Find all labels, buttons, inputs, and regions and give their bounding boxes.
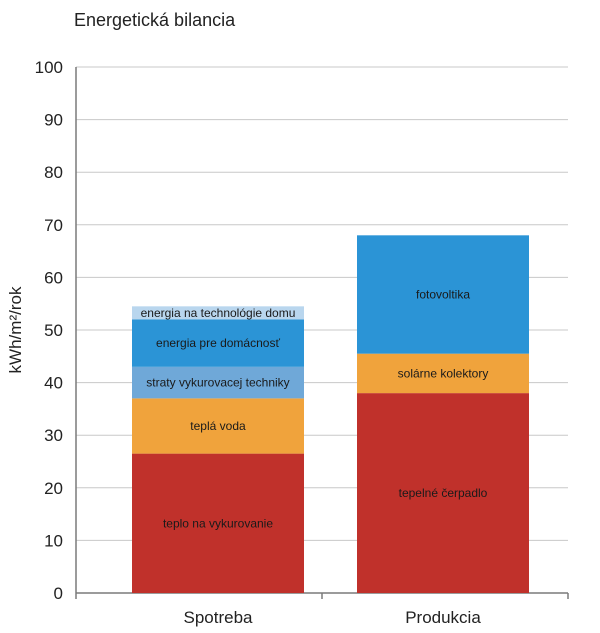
bar-segment-label: teplo na vykurovanie <box>163 516 273 530</box>
x-category-label: Spotreba <box>184 608 254 627</box>
y-tick-label: 70 <box>44 216 63 235</box>
bar-segment <box>132 319 304 367</box>
y-tick-label: 90 <box>44 111 63 130</box>
bar-segment <box>357 393 529 593</box>
y-tick-label: 10 <box>44 531 63 550</box>
y-axis-label: kWh/m²/rok <box>6 286 25 373</box>
bar-segment <box>132 366 304 399</box>
x-category-label: Produkcia <box>405 608 481 627</box>
bar-segment-label: energia na technológie domu <box>141 306 296 320</box>
bar-segment-label: solárne kolektory <box>398 366 489 380</box>
bar-segment <box>357 235 529 354</box>
y-tick-label: 20 <box>44 479 63 498</box>
bar-segment-label: fotovoltika <box>416 287 470 301</box>
y-tick-label: 0 <box>54 584 63 603</box>
y-tick-label: 40 <box>44 374 63 393</box>
bar-segment <box>132 453 304 593</box>
y-tick-label: 100 <box>35 58 63 77</box>
bar-segment <box>132 398 304 454</box>
chart-title: Energetická bilancia <box>74 10 236 30</box>
bar-segment <box>357 353 529 394</box>
y-tick-label: 30 <box>44 426 63 445</box>
bar-segment-label: tepelné čerpadlo <box>399 486 488 500</box>
bar-segment <box>132 306 304 320</box>
bar-segment-label: energia pre domácnosť <box>156 336 280 350</box>
y-tick-label: 60 <box>44 268 63 287</box>
y-tick-label: 80 <box>44 163 63 182</box>
bar-segment-label: teplá voda <box>190 419 246 433</box>
y-tick-label: 50 <box>44 321 63 340</box>
bar-segment-label: straty vykurovacej techniky <box>146 376 289 390</box>
